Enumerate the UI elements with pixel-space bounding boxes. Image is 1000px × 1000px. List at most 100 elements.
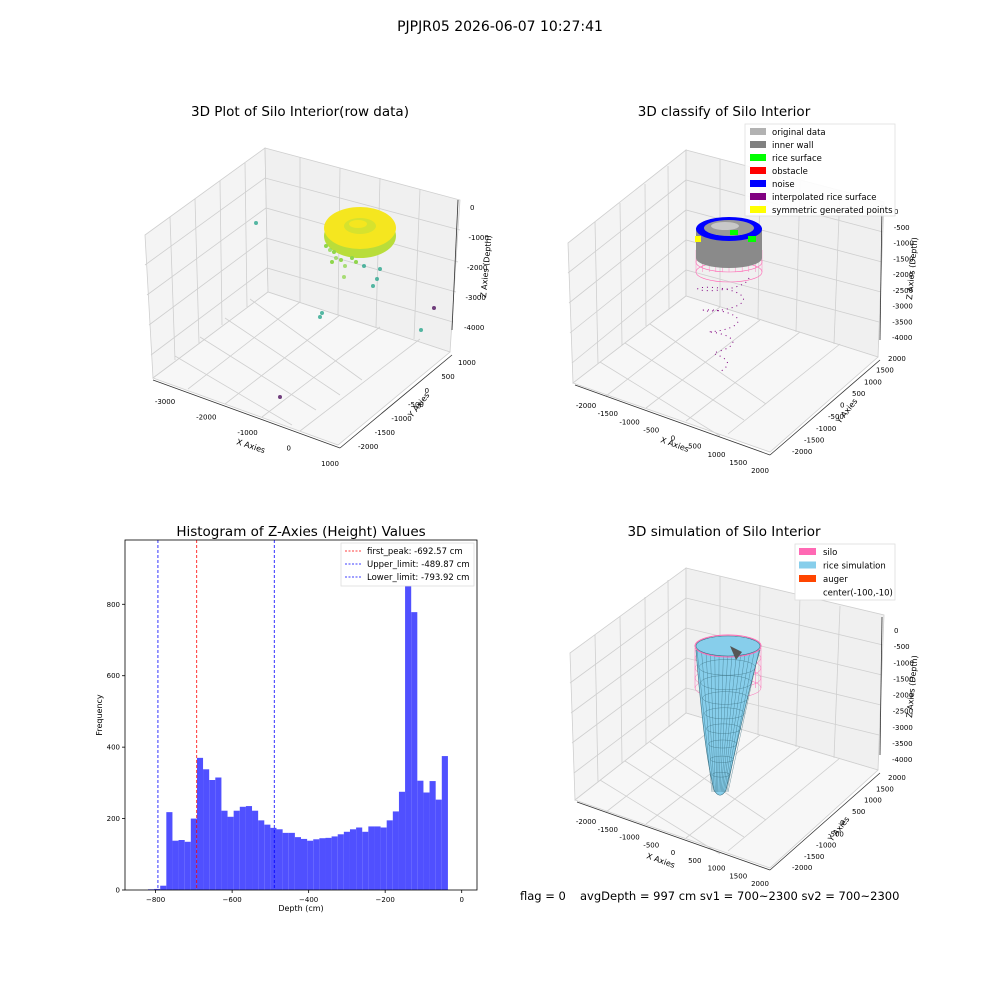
classify-inner-wall-bottom (696, 248, 762, 268)
hist-bar (362, 831, 369, 890)
sim-zticks-label: -500 (894, 643, 910, 651)
raw-point (339, 258, 343, 262)
hist-bar (203, 769, 210, 890)
sim-rice-mesh-line (723, 649, 742, 793)
raw-xticks-label: 1000 (321, 460, 339, 468)
sim-rice-mesh-ring (710, 755, 734, 763)
hist-bar (313, 839, 320, 890)
cls-xticks-label: 1000 (708, 451, 726, 459)
hist-legend-label: Lower_limit: -793.92 cm (367, 573, 469, 583)
sim-rice-mesh-line (725, 649, 751, 793)
raw-zlabel: Z Axies (Depth) (479, 235, 493, 298)
sim-xticks-label: -1500 (598, 826, 618, 834)
raw-point (254, 221, 258, 225)
sim-rice-mesh-line (720, 649, 733, 793)
classify-legend-label: obstacle (772, 167, 808, 177)
cls-zticks-label: -4000 (892, 334, 912, 342)
raw-point (350, 256, 354, 260)
classify-zticks: 0 -500 -1000 -1500 -2000 -2500 -3000 -3500 -4000 (892, 208, 914, 342)
hist-bar (429, 781, 436, 890)
raw-point (318, 315, 322, 319)
classify-legend-label: inner wall (772, 141, 813, 151)
classify-legend-swatch (750, 180, 766, 187)
sim-yticks: 2000 1500 1000 500 0 -500 -1000 -1500 -2000 (792, 774, 906, 872)
hist-bar (423, 792, 430, 890)
classify-legend-swatch (750, 167, 766, 174)
hist-xtick-label: −200 (376, 896, 395, 904)
cls-xticks-label: 1500 (729, 459, 747, 467)
classify-legend-swatch (750, 141, 766, 148)
sim-yticks-label: 0 (840, 819, 844, 827)
hist-bar (172, 840, 179, 890)
hist-bar (258, 820, 265, 890)
classify-legend-label: original data (772, 128, 826, 138)
hist-bar (276, 829, 283, 890)
classify-legend-label: interpolated rice surface (772, 193, 877, 203)
sim-xticks-label: 1000 (708, 865, 726, 873)
hist-title: Histogram of Z-Axies (Height) Values (176, 524, 425, 540)
hist-bar (190, 818, 197, 890)
raw-xticks-label: -3000 (155, 398, 175, 406)
sim-yticks-label: 1000 (864, 797, 882, 805)
hist-bar (417, 780, 424, 890)
classify-legend-swatch (750, 128, 766, 135)
hist-bar (215, 777, 222, 890)
hist-bar (282, 832, 289, 890)
hist-bar (319, 838, 326, 890)
sim-rice-mesh-line (710, 649, 716, 793)
cls-zticks-label: 0 (894, 208, 898, 216)
raw-xticks: -3000 -2000 -1000 0 1000 (155, 398, 339, 468)
hist-bar (221, 810, 228, 890)
hist-bar (239, 806, 246, 890)
footer-avg-depth: avgDepth = 997 cm sv1 = 700~2300 sv2 = 7… (580, 889, 899, 903)
raw-point (332, 250, 336, 254)
raw-zticks-label: -4000 (464, 324, 484, 332)
sim-zticks-label: -4000 (892, 756, 912, 764)
raw-zticks-label: -2000 (467, 264, 487, 272)
hist-ytick-label: 600 (107, 672, 120, 680)
raw-point (371, 284, 375, 288)
sim-legend-swatch (799, 548, 816, 555)
classify-title: 3D classify of Silo Interior (638, 104, 811, 120)
cls-yticks-label: 0 (840, 402, 844, 410)
hist-bar (411, 612, 418, 890)
hist-xtick-label: −600 (223, 896, 242, 904)
raw-point (320, 311, 324, 315)
hist-lines (157, 540, 275, 890)
raw-title: 3D Plot of Silo Interior(row data) (191, 104, 409, 120)
sim-legend-swatch (799, 561, 816, 569)
raw-point (378, 267, 382, 271)
raw-point (330, 260, 334, 264)
sim-zticks-label: -1000 (894, 659, 914, 667)
cls-zticks-label: -2000 (893, 271, 913, 279)
sim-rice-mesh (696, 649, 760, 793)
classify-legend-label: symmetric generated points (772, 206, 893, 216)
hist-bar (178, 840, 185, 890)
cls-xticks-label: -2000 (576, 402, 596, 410)
raw-point (375, 277, 379, 281)
panel-simulation: 3D simulation of Silo Interior -2000 -150… (569, 524, 919, 888)
sim-yticks-label: -2000 (792, 864, 812, 872)
sim-zticks-label: -3000 (893, 724, 913, 732)
hist-bar (196, 757, 204, 890)
hist-bar (166, 812, 173, 890)
sim-title: 3D simulation of Silo Interior (627, 524, 821, 540)
hist-bar (325, 837, 332, 890)
sim-xticks-label: 1500 (729, 872, 747, 880)
cls-zticks-label: -2500 (893, 287, 913, 295)
cls-xticks-label: -1000 (619, 418, 639, 426)
sim-legend-label: silo (823, 548, 837, 558)
raw-yticks-label: -2000 (358, 443, 378, 451)
hist-ytick-label: 200 (107, 815, 120, 823)
panel-raw-data: 3D Plot of Silo Interior(row data) -3000… (144, 104, 493, 468)
hist-ytick-label: 800 (107, 601, 120, 609)
classify-legend-swatch (750, 154, 766, 161)
sim-rice-mesh-line (701, 649, 714, 793)
raw-yticks: 1000 500 0-500 -1000 -1500 -2000 (358, 359, 476, 451)
hist-bar (252, 810, 259, 890)
sim-rice-mesh-ring (700, 675, 752, 690)
hist-bars (147, 557, 448, 890)
hist-bar (392, 811, 399, 890)
hist-xtick-label: −400 (299, 896, 318, 904)
